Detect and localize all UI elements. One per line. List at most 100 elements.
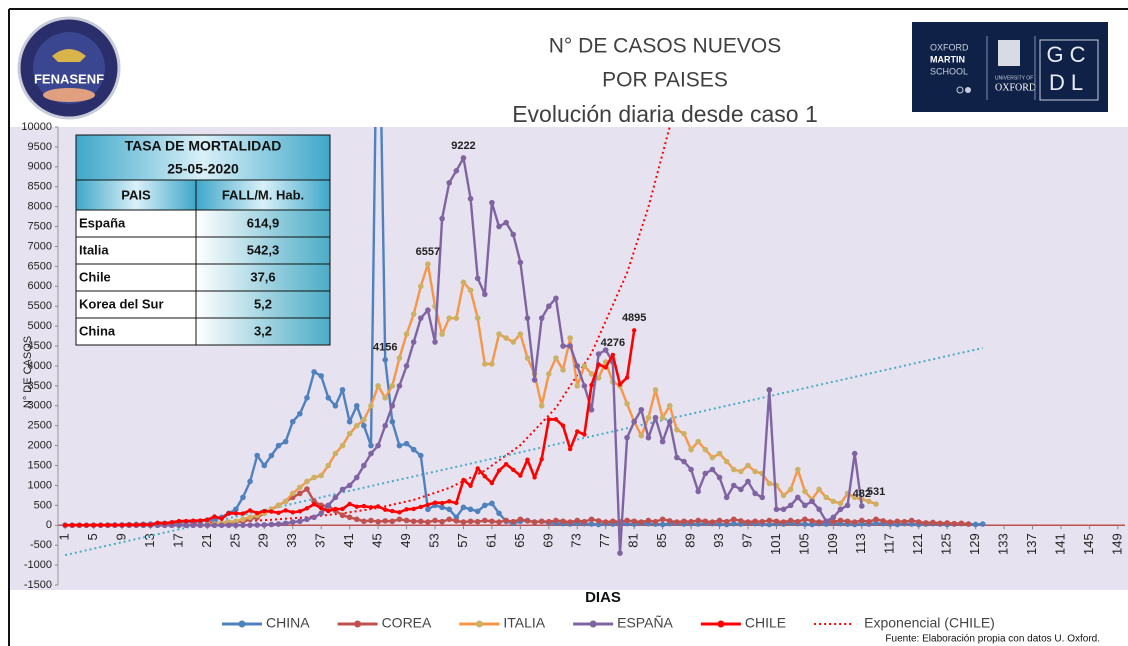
series-marker (802, 521, 808, 527)
series-marker (453, 168, 460, 174)
series-marker (148, 522, 153, 527)
series-marker (581, 518, 588, 525)
series-marker (425, 506, 431, 513)
series-marker (510, 231, 517, 238)
series-marker (816, 519, 822, 525)
series-marker (333, 506, 338, 512)
series-marker (204, 522, 211, 529)
x-tick-label: 117 (882, 533, 897, 554)
series-marker (517, 516, 524, 523)
series-marker (361, 518, 367, 525)
series-marker (652, 387, 659, 393)
data-label: 4276 (601, 337, 625, 349)
series-marker (346, 514, 353, 521)
y-tick-label: 2500 (28, 420, 52, 432)
series-marker (546, 371, 552, 377)
series-marker (410, 311, 417, 317)
series-marker (766, 387, 773, 393)
series-marker (240, 522, 246, 528)
x-tick-label: 125 (939, 533, 954, 555)
series-marker (773, 506, 780, 513)
x-tick-label: 137 (1024, 533, 1039, 555)
chart-title: N° DE CASOS NUEVOS (549, 35, 781, 58)
series-marker (347, 501, 352, 507)
series-marker (730, 466, 737, 473)
series-marker (361, 422, 367, 429)
series-marker (794, 494, 801, 501)
table-date: 25-05-2020 (167, 161, 239, 177)
logo-text: FENASENF (34, 71, 104, 86)
series-marker (930, 519, 936, 526)
series-marker (453, 518, 460, 524)
series-marker (567, 519, 573, 525)
series-marker (972, 521, 979, 528)
y-tick-label: 5500 (28, 300, 52, 312)
y-tick-label: 1000 (28, 479, 52, 491)
logo-text: OXFORD (930, 42, 969, 52)
series-marker (830, 514, 837, 521)
series-marker (567, 335, 573, 341)
series-marker (283, 508, 288, 513)
series-marker (233, 522, 239, 529)
series-marker (716, 517, 723, 524)
series-marker (183, 522, 189, 529)
series-marker (197, 522, 204, 529)
table-cell (195, 236, 331, 265)
series-marker (240, 511, 246, 516)
series-marker (261, 522, 268, 528)
series-marker (674, 426, 680, 433)
series-marker (247, 522, 253, 528)
series-marker (311, 501, 317, 507)
series-marker (759, 494, 766, 501)
y-tick-label: 3000 (28, 400, 52, 412)
legend-marker (475, 620, 483, 628)
x-tick-label: 29 (256, 533, 271, 547)
series-marker (368, 442, 374, 449)
series-marker (275, 502, 282, 509)
series-marker (794, 466, 801, 473)
series-marker (816, 506, 822, 513)
series-marker (332, 494, 339, 501)
series-marker (908, 517, 915, 524)
legend-marker (589, 620, 597, 628)
series-marker (240, 494, 246, 501)
series-marker (460, 279, 467, 286)
series-marker (396, 355, 403, 361)
series-marker (730, 482, 737, 489)
series-marker (141, 522, 146, 527)
x-tick-label: 9 (113, 533, 128, 540)
series-marker (290, 510, 295, 515)
series-marker (496, 331, 502, 337)
y-tick-label: 7000 (28, 240, 52, 252)
series-marker (482, 361, 488, 367)
series-marker (610, 352, 616, 358)
series-marker (979, 521, 986, 527)
series-marker (709, 466, 716, 473)
series-marker (84, 523, 89, 528)
series-marker (766, 521, 773, 528)
series-marker (496, 519, 502, 525)
series-marker (532, 475, 537, 480)
series-marker (752, 468, 758, 475)
series-marker (539, 457, 544, 462)
series-marker (254, 452, 260, 459)
series-marker (311, 369, 317, 375)
series-marker (517, 331, 524, 337)
series-marker (809, 518, 815, 524)
fenasenf-logo: FENASENF (17, 16, 121, 120)
y-tick-label: 10000 (21, 121, 52, 133)
series-marker (474, 518, 481, 525)
y-axis-label: N° DE CASOS (22, 336, 34, 408)
table-country: Italia (79, 242, 109, 257)
series-marker (389, 402, 396, 409)
series-marker (368, 450, 374, 457)
series-marker (723, 518, 730, 525)
series-marker (631, 518, 637, 525)
series-marker (503, 462, 509, 467)
series-marker (226, 510, 231, 516)
table-cell (195, 179, 331, 211)
series-marker (638, 406, 645, 413)
x-tick-label: 109 (825, 533, 840, 555)
series-marker (489, 480, 495, 486)
x-tick-label: 45 (370, 533, 385, 547)
